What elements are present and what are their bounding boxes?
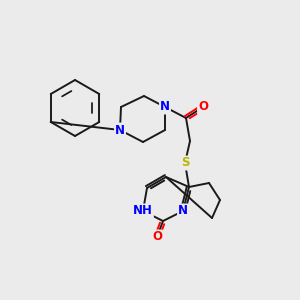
Text: N: N [178, 205, 188, 218]
Text: O: O [198, 100, 208, 113]
Text: S: S [181, 157, 189, 169]
Text: NH: NH [133, 205, 153, 218]
Text: N: N [115, 124, 125, 136]
Text: O: O [152, 230, 162, 244]
Text: N: N [160, 100, 170, 113]
